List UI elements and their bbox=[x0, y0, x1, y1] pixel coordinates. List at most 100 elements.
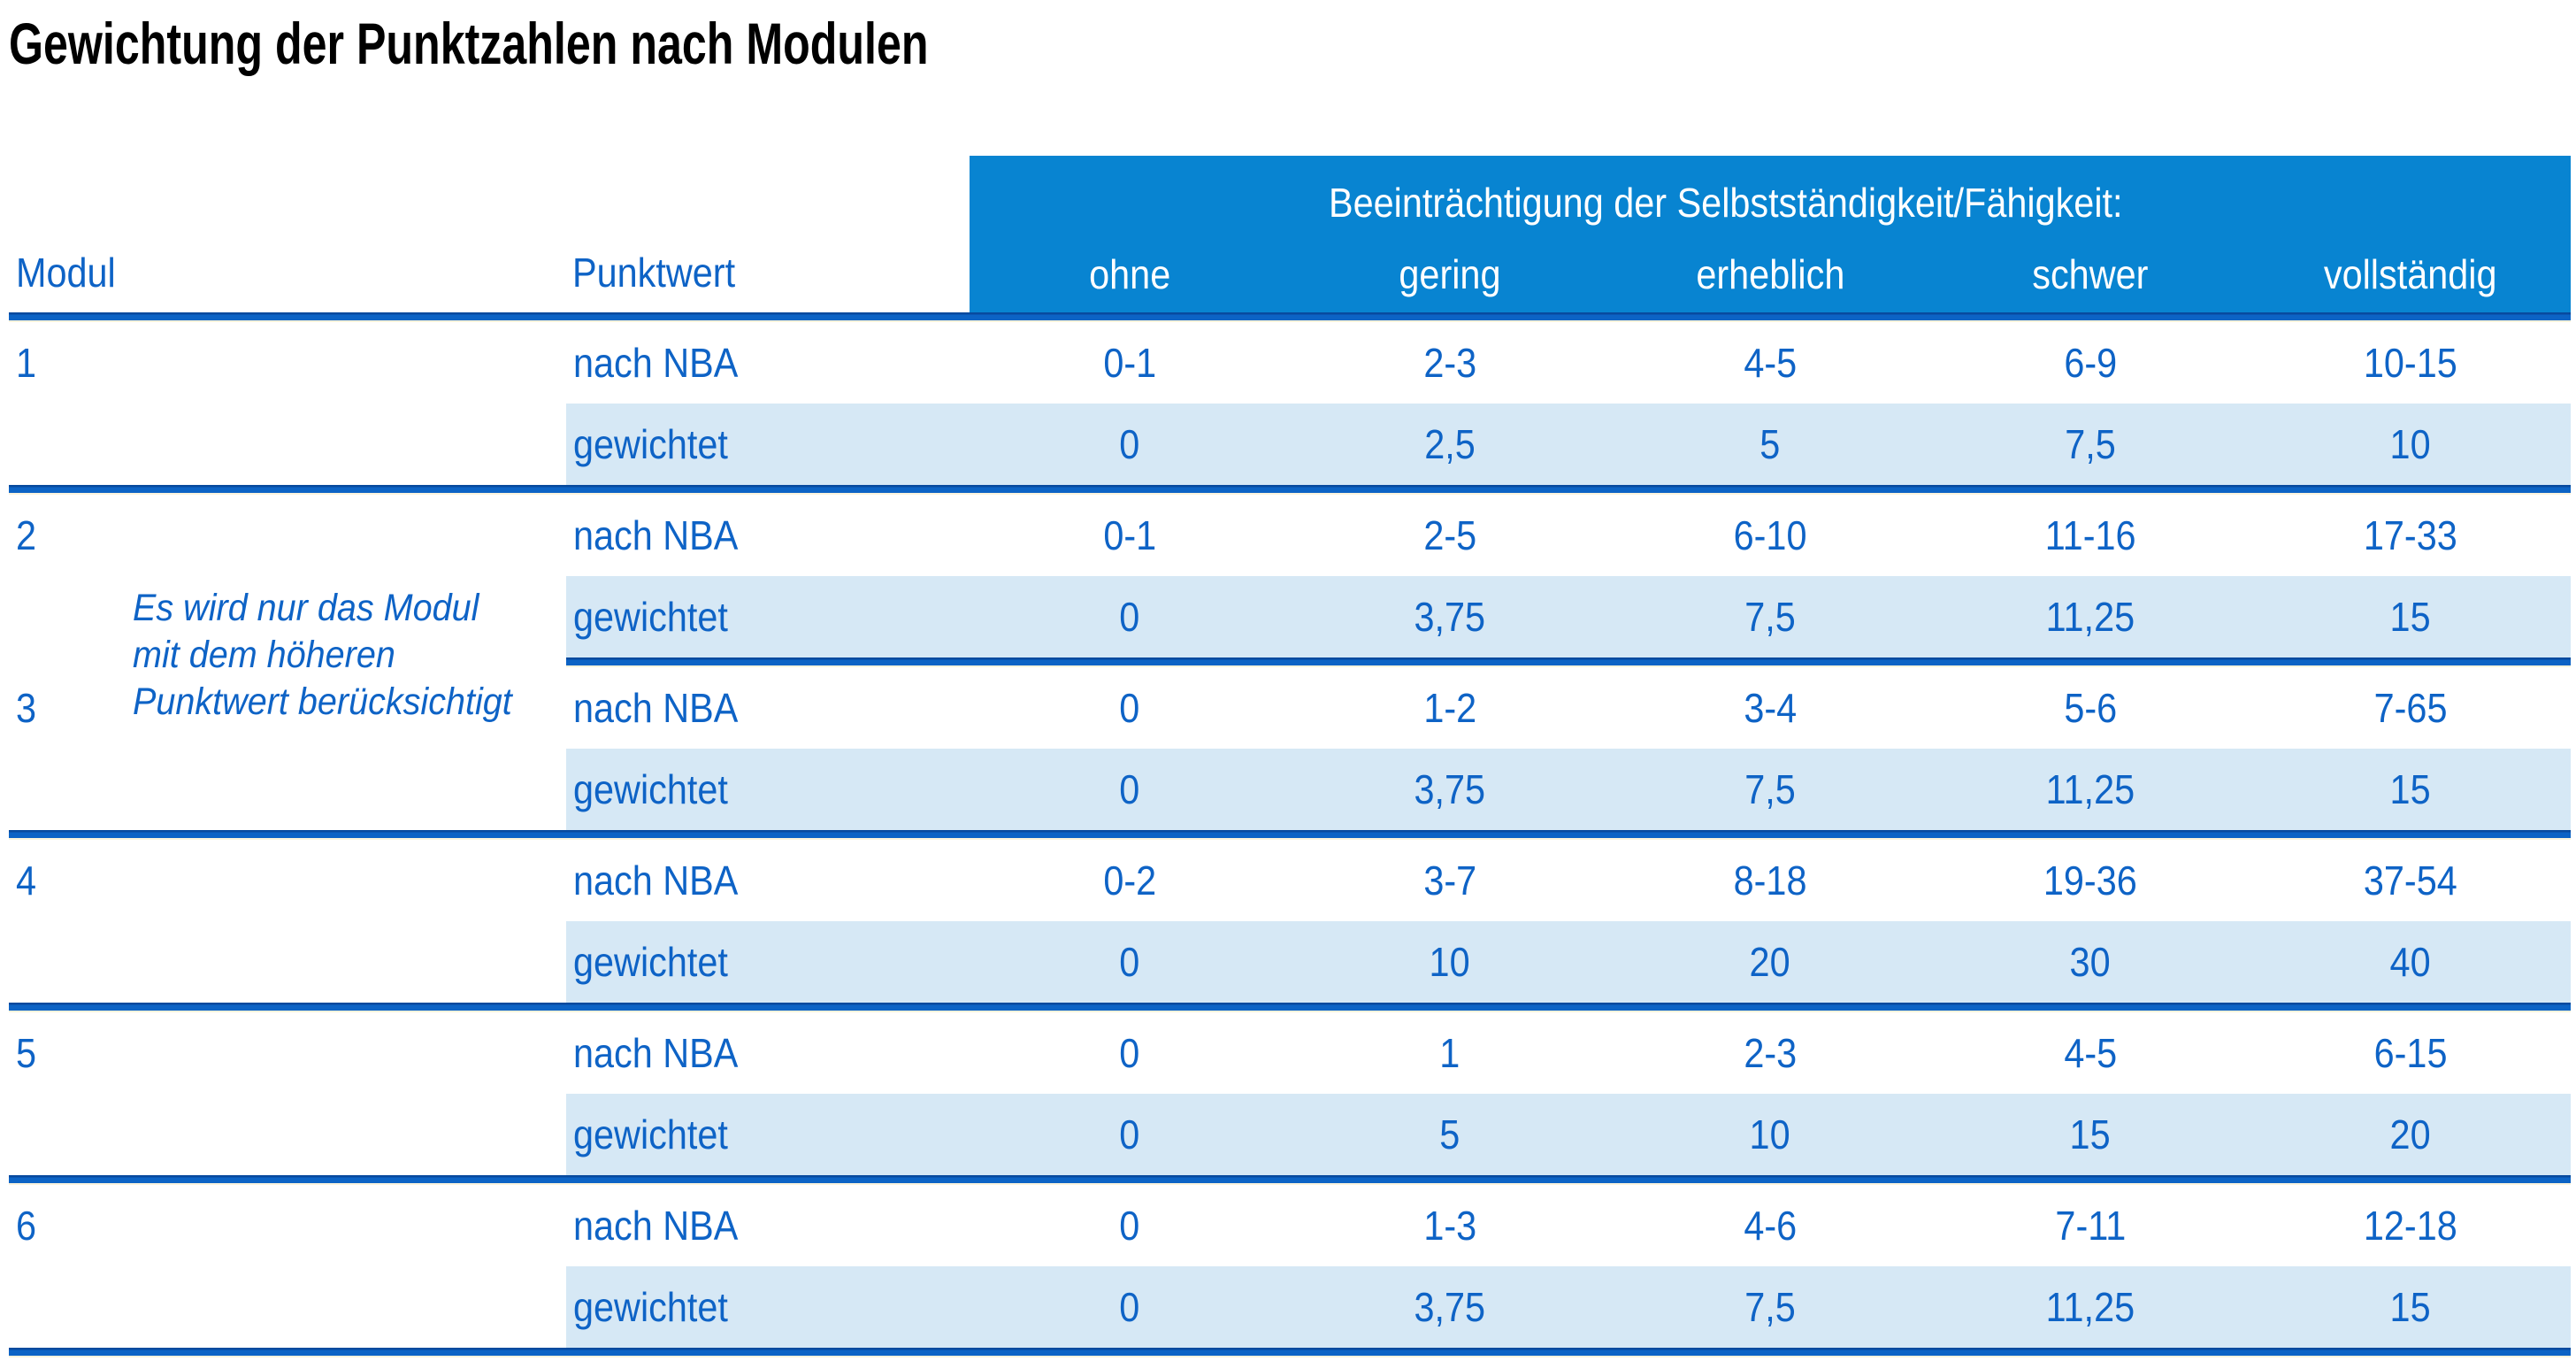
module-number-cell: 5 bbox=[16, 1030, 37, 1076]
value-cell: 3-4 bbox=[1744, 685, 1797, 731]
module-group-6: 6 nach NBA 0 1-3 4-6 7-11 12-18 gewichte… bbox=[9, 1185, 2571, 1348]
row-module-6-weighted: gewichtet 0 3,75 7,5 11,25 15 bbox=[9, 1266, 2571, 1348]
value-cell: 0 bbox=[970, 404, 1290, 485]
value-cell: 0 bbox=[970, 1266, 1290, 1348]
value-cell: 15 bbox=[1930, 1094, 2250, 1175]
value-cell: 6-15 bbox=[2373, 1030, 2448, 1076]
value-cell: 30 bbox=[1930, 921, 2250, 1003]
row-label-cell: gewichtet bbox=[566, 921, 970, 1003]
value-cell: 0 bbox=[970, 1094, 1290, 1175]
row-module-3-nba: nach NBA 0 1-2 3-4 5-6 7-65 bbox=[9, 667, 2571, 749]
value-cell: 4-5 bbox=[1744, 340, 1797, 386]
divider-2-3-partial bbox=[566, 657, 2571, 667]
row-label-cell: nach NBA bbox=[573, 512, 739, 558]
page-title: Gewichtung der Punktzahlen nach Modulen bbox=[9, 11, 929, 76]
value-cell: 40 bbox=[2250, 921, 2571, 1003]
value-cell: 17-33 bbox=[2364, 512, 2457, 558]
value-cell: 5-6 bbox=[2064, 685, 2117, 731]
value-cell: 10 bbox=[2250, 404, 2571, 485]
column-header-punktwert: Punktwert bbox=[571, 250, 735, 296]
module-number-cell: 4 bbox=[16, 857, 37, 903]
value-cell: 11-16 bbox=[2044, 512, 2136, 558]
value-cell: 2-3 bbox=[1423, 340, 1476, 386]
table-header-left: Modul Punktwert bbox=[9, 156, 970, 312]
row-label-cell: gewichtet bbox=[566, 576, 970, 657]
value-cell: 3,75 bbox=[1290, 749, 1610, 830]
value-cell: 11,25 bbox=[1930, 749, 2250, 830]
module-number-cell-empty bbox=[9, 1266, 566, 1348]
column-header-erheblich: erheblich bbox=[1695, 251, 1845, 297]
module-group-5: 5 nach NBA 0 1 2-3 4-5 6-15 gewichtet 0 … bbox=[9, 1012, 2571, 1175]
value-cell: 2-5 bbox=[1423, 512, 1476, 558]
row-module-2-nba: nach NBA 0-1 2-5 6-10 11-16 17-33 bbox=[9, 495, 2571, 576]
row-label-cell: nach NBA bbox=[573, 1030, 739, 1076]
value-cell: 10 bbox=[1290, 921, 1610, 1003]
value-cell: 7,5 bbox=[1610, 749, 1930, 830]
row-module-4-nba: 4 nach NBA 0-2 3-7 8-18 19-36 37-54 bbox=[9, 840, 2571, 921]
value-cell: 20 bbox=[1610, 921, 1930, 1003]
weighting-table: Modul Punktwert Beeinträchtigung der Sel… bbox=[9, 156, 2571, 1357]
value-cell: 1-3 bbox=[1423, 1203, 1476, 1249]
value-cell: 12-18 bbox=[2364, 1203, 2457, 1249]
value-cell: 15 bbox=[2250, 749, 2571, 830]
module-number-cell-empty bbox=[9, 1094, 566, 1175]
impairment-header-block: Beeinträchtigung der Selbstständigkeit/F… bbox=[970, 156, 2571, 312]
divider-4-5 bbox=[9, 1003, 2571, 1012]
impairment-header-caption: Beeinträchtigung der Selbstständigkeit/F… bbox=[1329, 180, 2123, 226]
value-cell: 7,5 bbox=[1930, 404, 2250, 485]
divider-3-4 bbox=[9, 830, 2571, 840]
value-cell: 0-1 bbox=[1103, 512, 1156, 558]
value-cell: 7,5 bbox=[1610, 1266, 1930, 1348]
module-number-cell-empty bbox=[9, 921, 566, 1003]
value-cell: 15 bbox=[2250, 576, 2571, 657]
row-module-1-nba: 1 nach NBA 0-1 2-3 4-5 6-9 10-15 bbox=[9, 322, 2571, 404]
column-header-schwer: schwer bbox=[2032, 251, 2149, 297]
module-number-cell: 6 bbox=[16, 1203, 37, 1249]
row-module-2-weighted: gewichtet 0 3,75 7,5 11,25 15 bbox=[9, 576, 2571, 657]
row-label-cell: nach NBA bbox=[573, 1203, 739, 1249]
row-module-5-nba: 5 nach NBA 0 1 2-3 4-5 6-15 bbox=[9, 1012, 2571, 1094]
module-group-4: 4 nach NBA 0-2 3-7 8-18 19-36 37-54 gewi… bbox=[9, 840, 2571, 1003]
row-label-cell: gewichtet bbox=[566, 404, 970, 485]
value-cell: 5 bbox=[1290, 1094, 1610, 1175]
value-cell: 15 bbox=[2250, 1266, 2571, 1348]
row-label-cell: nach NBA bbox=[573, 857, 739, 903]
value-cell: 0 bbox=[970, 576, 1290, 657]
value-cell: 11,25 bbox=[1930, 1266, 2250, 1348]
row-label-cell: gewichtet bbox=[566, 1094, 970, 1175]
value-cell: 6-9 bbox=[2064, 340, 2117, 386]
value-cell: 0 bbox=[970, 921, 1290, 1003]
row-module-6-nba: 6 nach NBA 0 1-3 4-6 7-11 12-18 bbox=[9, 1185, 2571, 1266]
row-module-5-weighted: gewichtet 0 5 10 15 20 bbox=[9, 1094, 2571, 1175]
value-cell: 3,75 bbox=[1290, 576, 1610, 657]
value-cell: 5 bbox=[1610, 404, 1930, 485]
value-cell: 7-65 bbox=[2373, 685, 2448, 731]
module-number-cell: 1 bbox=[16, 340, 37, 386]
value-cell: 0-2 bbox=[1103, 857, 1156, 903]
modules-2-3-left-column: 2 Es wird nur das Modul mit dem höheren … bbox=[9, 495, 566, 830]
row-module-1-weighted: gewichtet 0 2,5 5 7,5 10 bbox=[9, 404, 2571, 485]
value-cell: 19-36 bbox=[2043, 857, 2137, 903]
modules-2-3-note: Es wird nur das Modul mit dem höheren Pu… bbox=[133, 587, 512, 723]
column-header-gering: gering bbox=[1399, 251, 1501, 297]
column-header-modul: Modul bbox=[16, 250, 116, 296]
row-label-cell: gewichtet bbox=[566, 749, 970, 830]
value-cell: 7-11 bbox=[2055, 1203, 2126, 1249]
value-cell: 20 bbox=[2250, 1094, 2571, 1175]
value-cell: 0 bbox=[1119, 1030, 1140, 1076]
value-cell: 3,75 bbox=[1290, 1266, 1610, 1348]
value-cell: 0 bbox=[1119, 1203, 1140, 1249]
divider-5-6 bbox=[9, 1175, 2571, 1185]
value-cell: 37-54 bbox=[2364, 857, 2457, 903]
value-cell: 6-10 bbox=[1733, 512, 1807, 558]
value-cell: 0 bbox=[1119, 685, 1140, 731]
value-cell: 10 bbox=[1610, 1094, 1930, 1175]
value-cell: 8-18 bbox=[1733, 857, 1807, 903]
severity-header-row: ohne gering erheblich schwer vollständig bbox=[970, 250, 2571, 312]
row-module-3-weighted: gewichtet 0 3,75 7,5 11,25 15 bbox=[9, 749, 2571, 830]
module-number-2: 2 bbox=[16, 512, 37, 558]
row-label-cell: gewichtet bbox=[566, 1266, 970, 1348]
divider-header bbox=[9, 312, 2571, 322]
column-header-ohne: ohne bbox=[1088, 251, 1171, 297]
